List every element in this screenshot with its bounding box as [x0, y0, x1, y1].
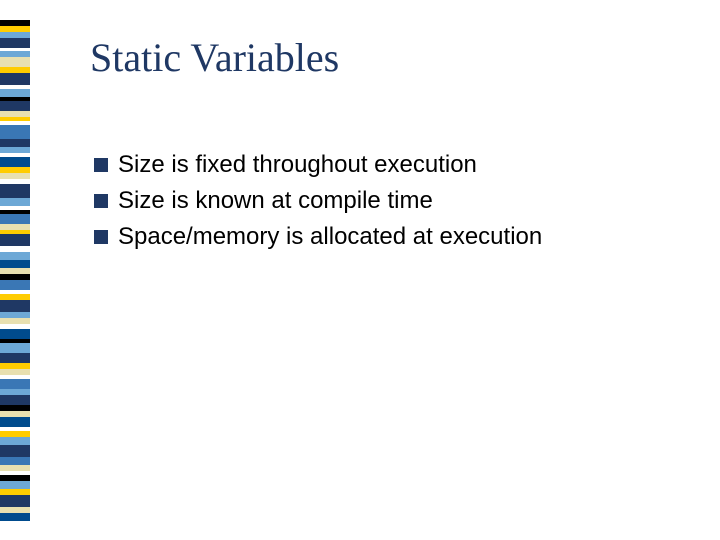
stripe-segment: [0, 329, 30, 339]
stripe-segment: [0, 280, 30, 290]
bullet-text: Space/memory is allocated at execution: [118, 222, 542, 252]
stripe-segment: [0, 481, 30, 489]
square-bullet-icon: [94, 158, 108, 172]
stripe-segment: [0, 353, 30, 363]
stripe-segment: [0, 252, 30, 260]
stripe-segment: [0, 260, 30, 268]
stripe-segment: [0, 125, 30, 139]
stripe-segment: [0, 89, 30, 97]
stripe-segment: [0, 437, 30, 445]
square-bullet-icon: [94, 230, 108, 244]
slide: Static Variables Size is fixed throughou…: [0, 0, 720, 540]
decorative-stripe-bar: [0, 20, 30, 521]
bullet-item: Size is known at compile time: [94, 186, 654, 216]
stripe-segment: [0, 300, 30, 312]
bullet-list: Size is fixed throughout execution Size i…: [94, 150, 654, 258]
stripe-segment: [0, 513, 30, 521]
slide-title: Static Variables: [90, 34, 339, 81]
stripe-segment: [0, 495, 30, 507]
stripe-segment: [0, 38, 30, 48]
stripe-segment: [0, 157, 30, 167]
stripe-segment: [0, 379, 30, 389]
bullet-text: Size is fixed throughout execution: [118, 150, 477, 180]
stripe-segment: [0, 198, 30, 206]
stripe-segment: [0, 214, 30, 224]
stripe-segment: [0, 395, 30, 405]
stripe-segment: [0, 73, 30, 85]
stripe-segment: [0, 184, 30, 198]
stripe-segment: [0, 139, 30, 147]
stripe-segment: [0, 417, 30, 427]
stripe-segment: [0, 101, 30, 111]
bullet-text: Size is known at compile time: [118, 186, 433, 216]
stripe-segment: [0, 57, 30, 67]
square-bullet-icon: [94, 194, 108, 208]
stripe-segment: [0, 234, 30, 246]
bullet-item: Space/memory is allocated at execution: [94, 222, 654, 252]
stripe-segment: [0, 445, 30, 457]
stripe-segment: [0, 343, 30, 353]
bullet-item: Size is fixed throughout execution: [94, 150, 654, 180]
stripe-segment: [0, 457, 30, 465]
